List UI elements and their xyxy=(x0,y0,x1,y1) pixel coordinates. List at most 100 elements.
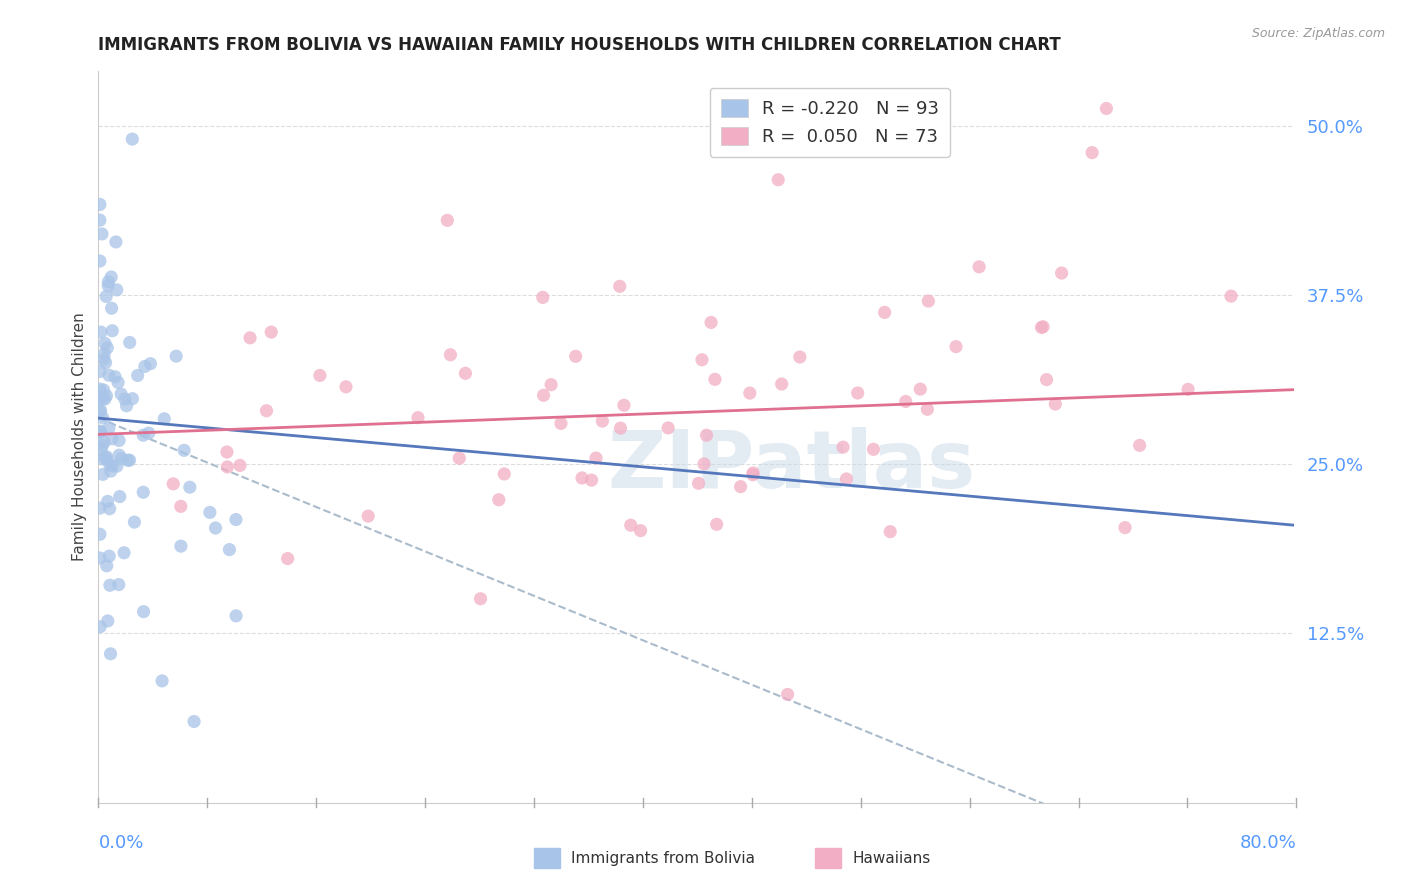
Point xyxy=(98,421,121,435)
Point xyxy=(741,467,763,482)
Point xyxy=(835,472,858,486)
Point xyxy=(945,340,967,354)
Point xyxy=(730,480,752,494)
Point xyxy=(688,476,710,491)
Point xyxy=(90,325,112,339)
Point xyxy=(494,467,516,481)
Text: 80.0%: 80.0% xyxy=(1240,834,1296,852)
Point xyxy=(132,428,155,442)
Point xyxy=(609,421,631,435)
Point xyxy=(97,614,120,628)
Text: Hawaiians: Hawaiians xyxy=(852,851,931,865)
Point xyxy=(121,392,143,406)
Point xyxy=(90,403,112,417)
Point xyxy=(179,480,201,494)
Point xyxy=(742,466,765,480)
Point xyxy=(609,279,631,293)
Point xyxy=(170,539,193,553)
Point xyxy=(97,278,120,293)
Point xyxy=(657,421,679,435)
Point xyxy=(96,341,118,355)
Point xyxy=(105,459,128,474)
Point xyxy=(550,417,572,431)
Point xyxy=(470,591,492,606)
Point xyxy=(1045,397,1067,411)
Point xyxy=(335,380,357,394)
Point xyxy=(406,410,429,425)
Point xyxy=(789,350,811,364)
Point xyxy=(110,387,132,401)
Point xyxy=(132,485,155,500)
Point xyxy=(101,324,124,338)
Point xyxy=(581,473,603,487)
Point xyxy=(1114,521,1136,535)
Point xyxy=(1035,373,1057,387)
Legend: R = -0.220   N = 93, R =  0.050   N = 73: R = -0.220 N = 93, R = 0.050 N = 73 xyxy=(710,87,950,157)
Point xyxy=(89,501,111,516)
Point xyxy=(89,620,111,634)
Point xyxy=(89,551,111,566)
Point xyxy=(695,428,717,442)
Point xyxy=(114,392,136,406)
Point xyxy=(703,372,725,386)
Point xyxy=(91,410,114,425)
Point xyxy=(98,457,121,471)
Point xyxy=(1177,383,1199,397)
Point xyxy=(1031,320,1053,334)
Point xyxy=(218,542,240,557)
Point xyxy=(96,389,118,403)
Point xyxy=(436,213,458,227)
Point xyxy=(89,405,111,419)
Point xyxy=(89,382,111,396)
Point xyxy=(93,347,115,361)
Point xyxy=(533,388,555,402)
Point xyxy=(217,459,239,474)
Point xyxy=(690,352,713,367)
Text: Immigrants from Bolivia: Immigrants from Bolivia xyxy=(571,851,755,865)
Point xyxy=(94,392,117,406)
Point xyxy=(89,425,111,439)
Point xyxy=(700,315,723,329)
Point xyxy=(204,521,226,535)
Point xyxy=(121,132,143,146)
Point xyxy=(115,399,138,413)
Point xyxy=(620,518,643,533)
Point xyxy=(134,359,156,374)
Text: 0.0%: 0.0% xyxy=(98,834,143,852)
Point xyxy=(91,467,114,482)
Point xyxy=(585,451,607,466)
Point xyxy=(91,392,114,406)
Point xyxy=(738,386,761,401)
Point xyxy=(138,426,160,441)
Point xyxy=(894,394,917,409)
Point xyxy=(107,577,129,591)
Point xyxy=(104,235,127,249)
Point xyxy=(101,458,124,473)
Point xyxy=(910,382,932,396)
Point xyxy=(96,450,118,464)
Point xyxy=(105,283,128,297)
Point xyxy=(591,414,613,428)
Point xyxy=(139,357,162,371)
Point xyxy=(357,509,380,524)
Point xyxy=(879,524,901,539)
Point xyxy=(93,435,115,450)
Point xyxy=(439,348,461,362)
Point xyxy=(91,438,114,452)
Point xyxy=(94,356,117,370)
Point xyxy=(132,605,155,619)
Point xyxy=(94,450,117,464)
Point xyxy=(98,501,121,516)
Point xyxy=(96,452,118,467)
Point xyxy=(770,377,793,392)
Point xyxy=(198,505,221,519)
Point xyxy=(183,714,205,729)
Point xyxy=(613,398,636,412)
Point xyxy=(91,227,114,241)
Point xyxy=(917,402,939,417)
Point xyxy=(127,368,149,383)
Point xyxy=(150,673,173,688)
Point xyxy=(100,647,122,661)
Point xyxy=(488,492,510,507)
Point xyxy=(153,412,176,426)
